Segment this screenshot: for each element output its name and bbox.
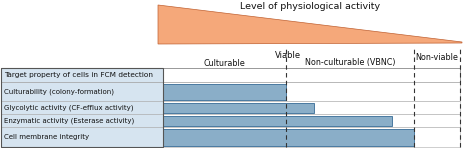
Text: Non-culturable (VBNC): Non-culturable (VBNC): [305, 58, 395, 67]
Bar: [163, 114, 460, 127]
Text: Viable: Viable: [275, 50, 301, 59]
Bar: [1, 82, 163, 101]
Bar: [1, 68, 163, 82]
Text: Cell membrane integrity: Cell membrane integrity: [4, 134, 89, 140]
Bar: [163, 128, 414, 145]
Bar: [163, 103, 314, 112]
Text: Glycolytic activity (CF-efflux activity): Glycolytic activity (CF-efflux activity): [4, 104, 134, 111]
Bar: [163, 127, 460, 147]
Text: Culturable: Culturable: [204, 58, 246, 67]
Bar: [163, 82, 460, 101]
Bar: [1, 101, 163, 114]
Bar: [1, 127, 163, 147]
Text: Level of physiological activity: Level of physiological activity: [240, 2, 380, 11]
Text: Non-viable: Non-viable: [416, 53, 458, 62]
Bar: [163, 83, 286, 99]
Text: Culturability (colony-formation): Culturability (colony-formation): [4, 88, 114, 95]
Bar: [163, 68, 460, 82]
Bar: [163, 101, 460, 114]
Bar: [1, 114, 163, 127]
Bar: [1, 68, 163, 147]
Bar: [163, 115, 392, 126]
Polygon shape: [158, 5, 462, 44]
Text: Target property of cells in FCM detection: Target property of cells in FCM detectio…: [4, 72, 153, 78]
Text: Enzymatic activity (Esterase activity): Enzymatic activity (Esterase activity): [4, 117, 134, 124]
